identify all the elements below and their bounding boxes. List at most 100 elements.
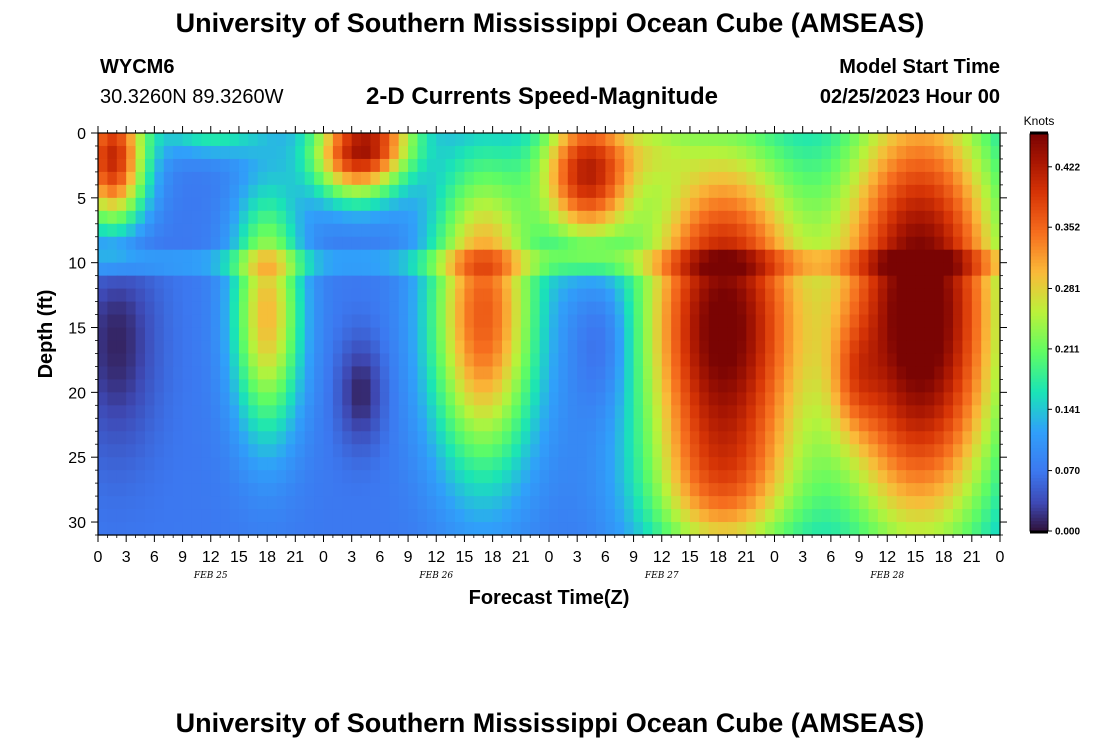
- heatmap-cell: [332, 171, 343, 186]
- heatmap-cell: [633, 236, 644, 251]
- colorbar-segment: [1030, 329, 1048, 334]
- heatmap-cell: [408, 249, 419, 264]
- heatmap-cell: [135, 262, 146, 277]
- heatmap-cell: [990, 379, 1001, 393]
- heatmap-cell: [426, 366, 437, 380]
- heatmap-cell: [483, 470, 494, 484]
- heatmap-cell: [765, 133, 776, 147]
- heatmap-cell: [464, 379, 475, 393]
- heatmap-cell: [285, 483, 296, 497]
- heatmap-cell: [567, 483, 578, 497]
- heatmap-cell: [577, 184, 588, 199]
- heatmap-cell: [455, 522, 466, 536]
- colorbar-segment: [1030, 521, 1048, 525]
- heatmap-cell: [689, 210, 700, 225]
- heatmap-cell: [398, 223, 409, 238]
- heatmap-cell: [408, 197, 419, 212]
- heatmap-cell: [323, 262, 334, 277]
- heatmap-cell: [539, 197, 550, 212]
- heatmap-cell: [445, 509, 456, 523]
- heatmap-cell: [549, 288, 559, 303]
- heatmap-cell: [868, 496, 879, 510]
- colorbar-segment: [1030, 190, 1048, 195]
- heatmap-cell: [191, 171, 202, 186]
- heatmap-cell: [642, 301, 653, 316]
- heatmap-cell: [492, 379, 503, 393]
- heatmap-cell: [511, 262, 522, 277]
- heatmap-cell: [755, 301, 766, 316]
- heatmap-cell: [896, 509, 907, 523]
- heatmap-cell: [116, 470, 127, 484]
- heatmap-cell: [436, 405, 447, 419]
- x-tick-label: 12: [878, 549, 896, 566]
- heatmap-cell: [267, 457, 278, 471]
- heatmap-cell: [342, 262, 353, 277]
- heatmap-cell: [577, 171, 588, 186]
- heatmap-cell: [567, 522, 578, 536]
- heatmap-cell: [934, 405, 945, 419]
- heatmap-cell: [783, 405, 794, 419]
- heatmap-cell: [295, 353, 306, 368]
- heatmap-cell: [605, 483, 616, 497]
- heatmap-cell: [614, 301, 625, 316]
- heatmap-cell: [135, 470, 146, 484]
- heatmap-cell: [257, 496, 268, 510]
- heatmap-cell: [840, 353, 851, 368]
- heatmap-cell: [990, 509, 1001, 523]
- heatmap-cell: [614, 275, 625, 290]
- heatmap-cell: [971, 171, 982, 186]
- heatmap-cell: [154, 496, 165, 510]
- heatmap-cell: [445, 366, 456, 380]
- heatmap-cell: [464, 509, 475, 523]
- heatmap-cell: [248, 275, 259, 290]
- heatmap-cell: [445, 496, 456, 510]
- heatmap-cell: [605, 327, 616, 342]
- heatmap-cell: [389, 522, 400, 536]
- heatmap-cell: [539, 158, 550, 173]
- heatmap-cell: [877, 171, 888, 186]
- heatmap-cell: [511, 522, 522, 536]
- heatmap-cell: [398, 444, 409, 458]
- heatmap-cell: [934, 392, 945, 406]
- heatmap-cell: [549, 145, 559, 160]
- heatmap-cell: [191, 158, 202, 173]
- heatmap-cell: [323, 431, 334, 445]
- heatmap-cell: [727, 223, 738, 238]
- heatmap-cell: [624, 457, 635, 471]
- heatmap-cell: [455, 340, 466, 355]
- heatmap-cell: [389, 366, 400, 380]
- heatmap-cell: [802, 314, 813, 329]
- heatmap-cell: [971, 509, 982, 523]
- heatmap-cell: [285, 509, 296, 523]
- heatmap-cell: [144, 340, 155, 355]
- heatmap-cell: [276, 509, 287, 523]
- heatmap-cell: [285, 353, 296, 368]
- colorbar-segment: [1030, 345, 1048, 350]
- heatmap-cell: [464, 483, 475, 497]
- heatmap-cell: [154, 522, 165, 536]
- heatmap-cell: [464, 145, 475, 160]
- heatmap-cell: [642, 418, 653, 432]
- heatmap-cell: [981, 483, 992, 497]
- heatmap-cell: [163, 301, 174, 316]
- heatmap-cell: [539, 457, 550, 471]
- heatmap-cell: [614, 483, 625, 497]
- heatmap-cell: [502, 314, 513, 329]
- heatmap-cell: [924, 249, 935, 264]
- heatmap-cell: [567, 353, 578, 368]
- heatmap-cell: [718, 353, 729, 368]
- heatmap-cell: [144, 496, 155, 510]
- heatmap-cell: [868, 353, 879, 368]
- heatmap-cell: [332, 496, 343, 510]
- heatmap-cell: [736, 249, 747, 264]
- heatmap-cell: [351, 522, 362, 536]
- heatmap-cell: [887, 470, 898, 484]
- heatmap-cell: [379, 379, 390, 393]
- heatmap-cell: [98, 483, 108, 497]
- heatmap-cell: [220, 418, 231, 432]
- colorbar-segment: [1030, 494, 1048, 499]
- heatmap-cell: [417, 340, 428, 355]
- heatmap-cell: [464, 288, 475, 303]
- heatmap-cell: [746, 327, 757, 342]
- heatmap-cell: [135, 275, 146, 290]
